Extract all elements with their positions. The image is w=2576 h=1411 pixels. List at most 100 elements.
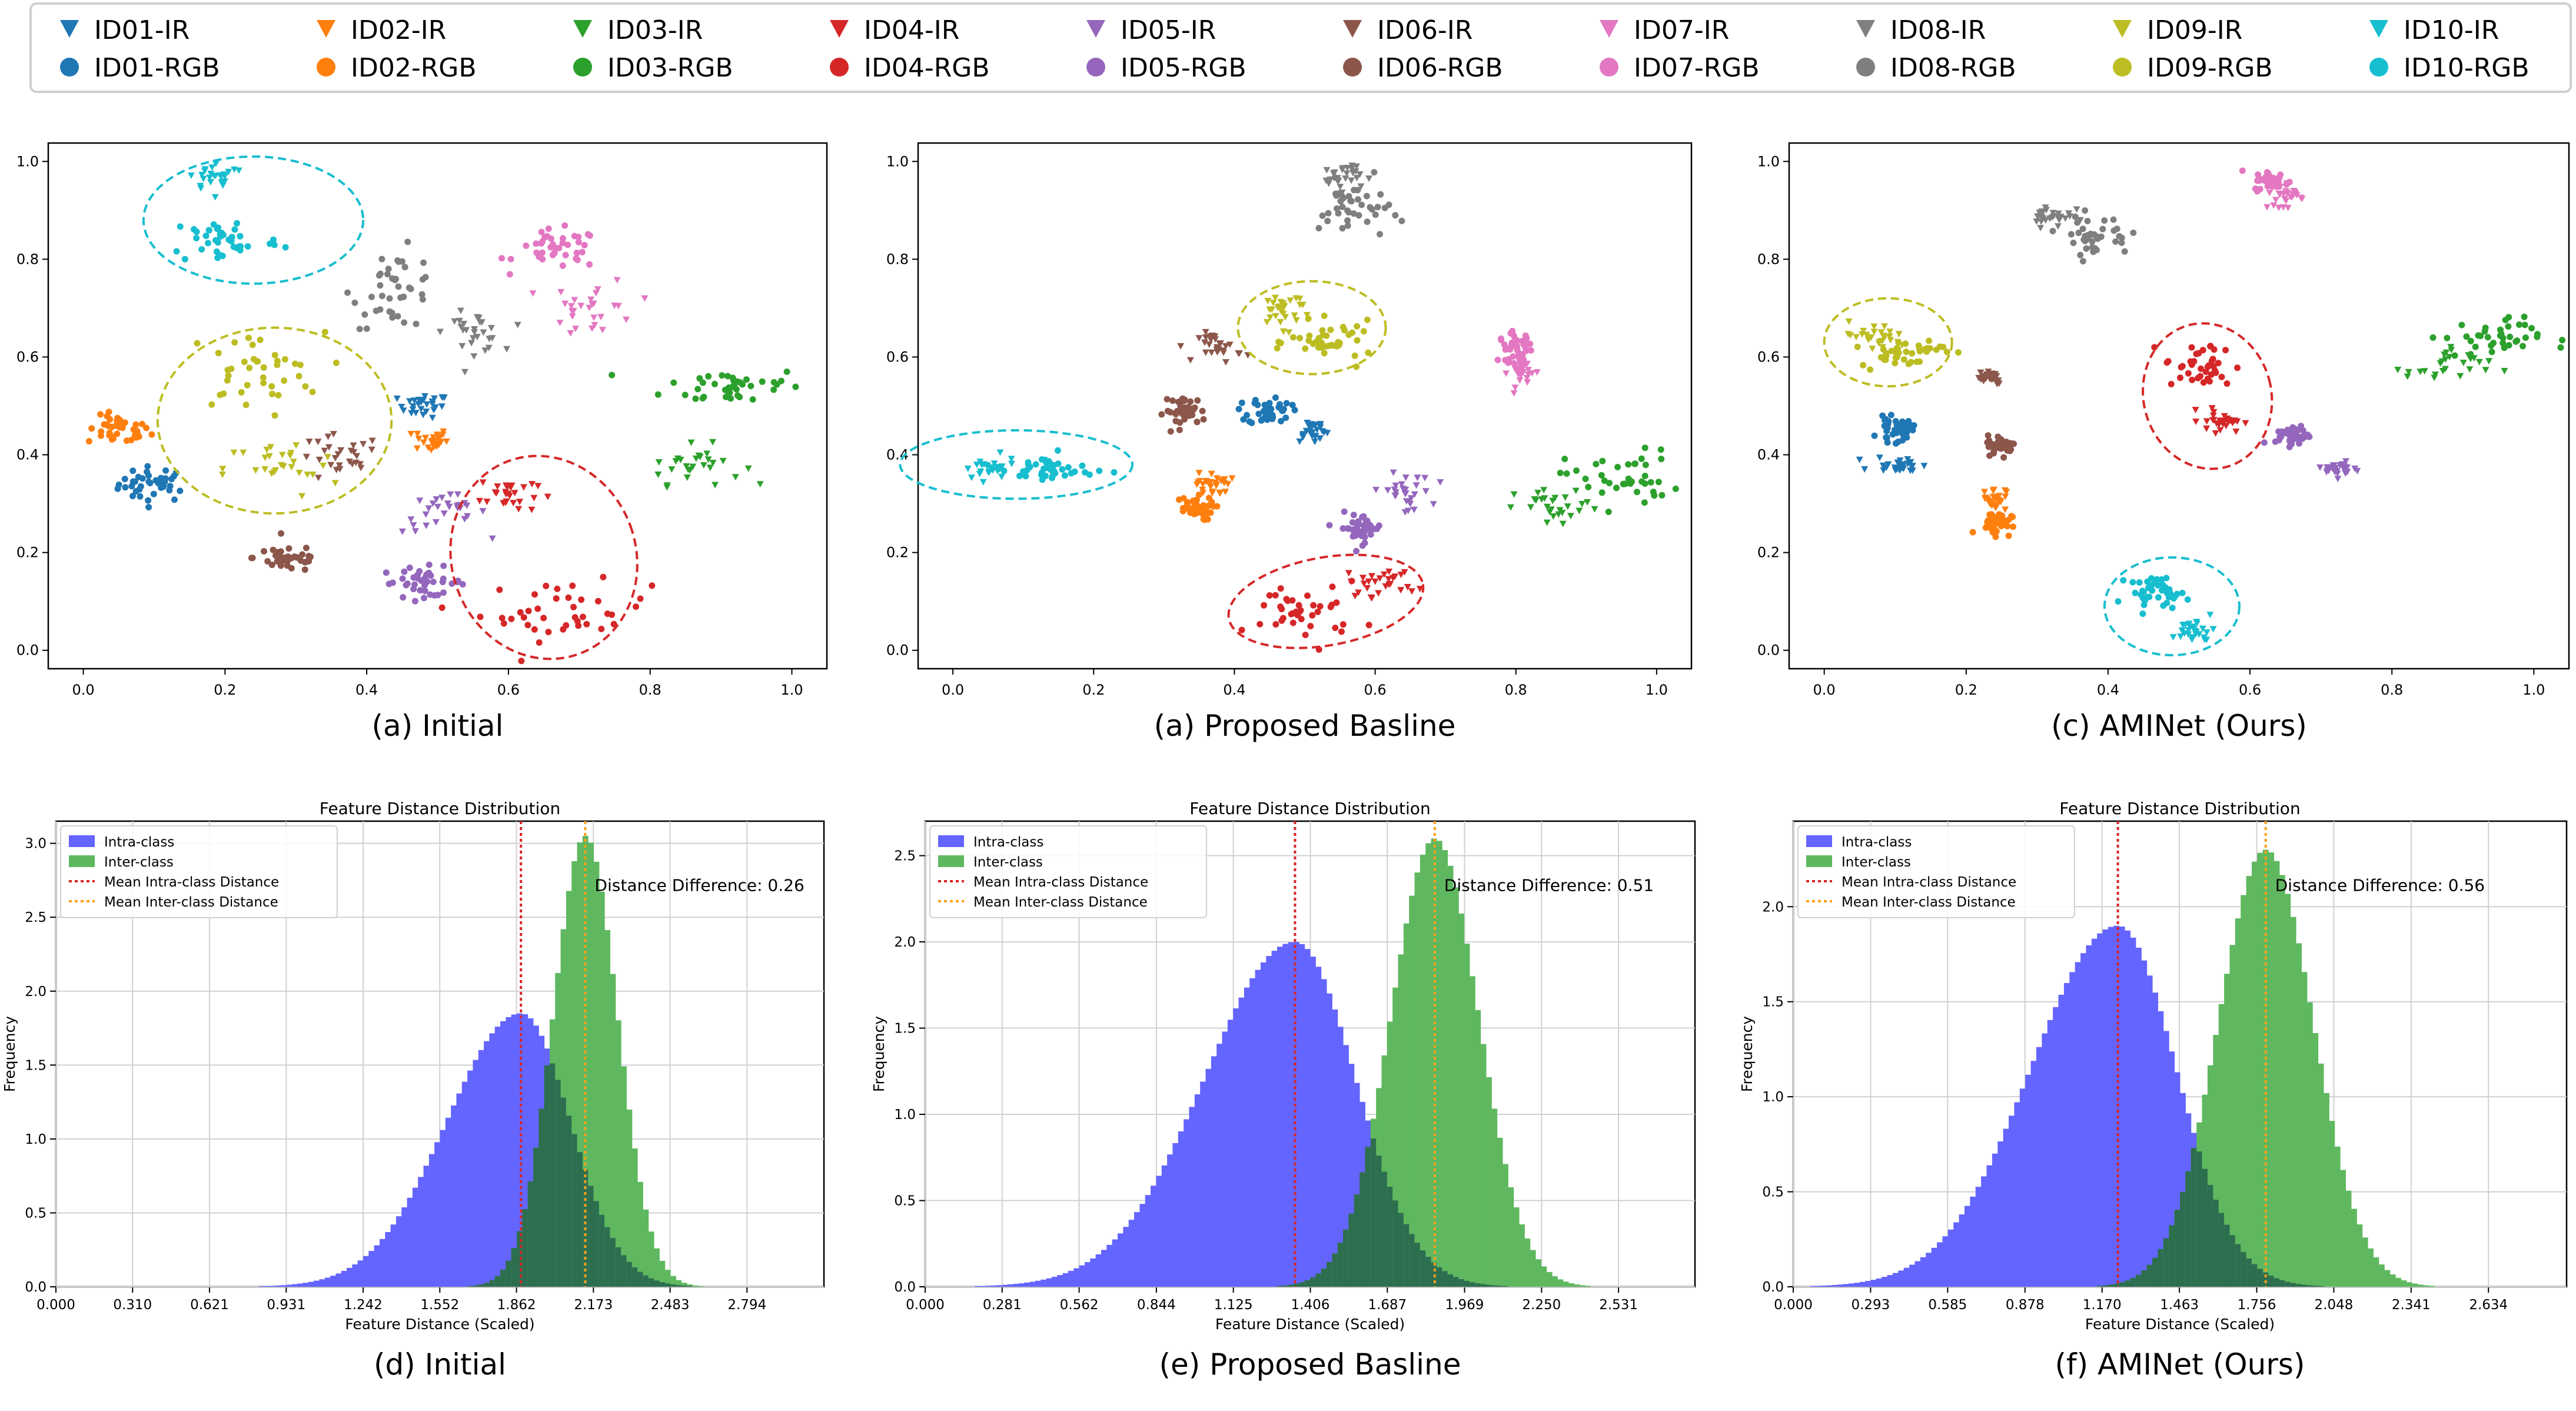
point-id08-ir xyxy=(468,340,476,347)
point-id05-rgb xyxy=(439,579,446,586)
point-id10-ir xyxy=(2185,631,2192,638)
intra-bar xyxy=(1073,1268,1080,1287)
intra-bar xyxy=(1013,1284,1019,1287)
intra-bar xyxy=(1277,947,1283,1287)
hist-legend-frame xyxy=(1797,825,2075,918)
y-axis-label: Frequency xyxy=(1,1016,18,1092)
intra-bar xyxy=(407,1197,413,1287)
point-id01-ir xyxy=(1302,427,1310,434)
point-id10-rgb xyxy=(2145,585,2152,592)
point-id05-ir xyxy=(1412,482,1420,489)
point-id04-rgb xyxy=(2215,360,2222,367)
point-id01-rgb xyxy=(1910,422,1917,429)
point-id09-ir xyxy=(1272,313,1279,320)
x-tick-label: 0.8 xyxy=(1505,682,1527,698)
intra-bar xyxy=(1046,1278,1052,1287)
point-id10-rgb xyxy=(235,243,242,250)
point-id04-ir xyxy=(502,489,510,496)
point-id04-rgb xyxy=(2187,358,2194,365)
point-id05-rgb xyxy=(440,562,447,569)
intra-bar xyxy=(478,1050,484,1287)
intra-bar xyxy=(297,1283,303,1287)
point-id06-ir xyxy=(1977,369,1985,376)
point-id03-ir xyxy=(1534,490,1542,496)
overlap-bar xyxy=(2312,1286,2319,1287)
point-id08-ir xyxy=(2037,225,2045,232)
point-id09-rgb xyxy=(271,351,278,358)
point-id03-ir xyxy=(1551,494,1559,502)
point-id03-rgb xyxy=(1631,460,1638,467)
point-id01-ir xyxy=(423,401,431,408)
intra-bar xyxy=(1112,1239,1118,1287)
y-tick-label: 0.6 xyxy=(16,348,39,365)
inter-bar xyxy=(2373,1257,2379,1287)
legend-rgb-marker xyxy=(1343,58,1362,77)
point-id01-ir xyxy=(409,406,417,413)
point-id08-rgb xyxy=(344,289,351,296)
point-id09-ir xyxy=(261,466,269,473)
overlap-bar xyxy=(1497,1286,1503,1287)
point-id04-rgb xyxy=(524,622,531,629)
point-id10-ir xyxy=(207,171,215,177)
cluster-ellipse-id10 xyxy=(2103,556,2241,657)
intra-bar xyxy=(2036,1047,2042,1287)
point-id04-rgb xyxy=(1329,583,1336,590)
point-id03-rgb xyxy=(2505,342,2512,348)
point-id03-rgb xyxy=(1593,460,1600,467)
point-id04-ir xyxy=(2212,430,2219,437)
x-tick-label: 0.2 xyxy=(214,682,236,698)
overlap-bar xyxy=(2213,1200,2219,1287)
point-id02-ir xyxy=(1990,486,1997,493)
overlap-bar xyxy=(1436,1267,1442,1287)
x-tick-label: 1.0 xyxy=(2522,682,2545,698)
point-id02-rgb xyxy=(85,438,92,445)
point-id10-ir xyxy=(2169,634,2177,641)
point-id04-ir xyxy=(2216,418,2223,425)
point-id02-rgb xyxy=(1997,523,2005,530)
point-id03-rgb xyxy=(2451,352,2458,359)
intra-bar xyxy=(434,1142,440,1287)
point-id02-ir xyxy=(1205,481,1213,488)
cluster-ellipse-id04 xyxy=(449,454,639,660)
point-id08-rgb xyxy=(2083,235,2090,243)
point-id07-rgb xyxy=(573,250,580,257)
point-id03-ir xyxy=(1510,491,1518,498)
point-id07-ir xyxy=(613,277,621,284)
point-id03-rgb xyxy=(1601,477,1608,484)
overlap-bar xyxy=(1409,1234,1415,1287)
point-id10-rgb xyxy=(198,246,205,253)
intra-bar xyxy=(522,1014,529,1287)
point-id09-rgb xyxy=(1926,337,1933,344)
point-id04-rgb xyxy=(1261,602,1268,609)
point-id07-rgb xyxy=(579,248,586,255)
point-id04-rgb xyxy=(1289,619,1297,626)
overlap-bar xyxy=(1503,1286,1508,1287)
point-id03-rgb xyxy=(2463,333,2470,340)
point-id05-ir xyxy=(1391,486,1398,493)
point-id04-ir xyxy=(529,481,536,488)
intra-bar xyxy=(2108,927,2114,1287)
point-id03-ir xyxy=(654,472,662,478)
x-tick-label: 2.483 xyxy=(651,1297,690,1313)
x-tick-label: 0.0 xyxy=(942,682,964,698)
intra-bar xyxy=(1959,1214,1965,1287)
point-id04-ir xyxy=(1351,593,1359,600)
point-id04-rgb xyxy=(518,658,525,665)
point-id04-rgb xyxy=(525,607,532,615)
point-id09-ir xyxy=(1292,317,1300,324)
intra-bar xyxy=(2158,1011,2164,1287)
point-id06-rgb xyxy=(1187,398,1194,405)
intra-bar xyxy=(1859,1281,1866,1287)
point-id10-rgb xyxy=(267,240,273,247)
point-id01-ir xyxy=(1876,454,1883,462)
intra-bar xyxy=(2019,1088,2026,1287)
point-id08-rgb xyxy=(1371,169,1378,176)
inter-bar xyxy=(2207,1065,2213,1287)
point-id08-ir xyxy=(1357,183,1365,190)
point-id05-ir xyxy=(2331,469,2339,476)
point-id03-ir xyxy=(1575,507,1583,514)
intra-bar xyxy=(1151,1186,1156,1287)
point-id08-rgb xyxy=(405,284,413,291)
point-id03-ir xyxy=(704,456,712,463)
point-id03-ir xyxy=(2447,344,2455,351)
